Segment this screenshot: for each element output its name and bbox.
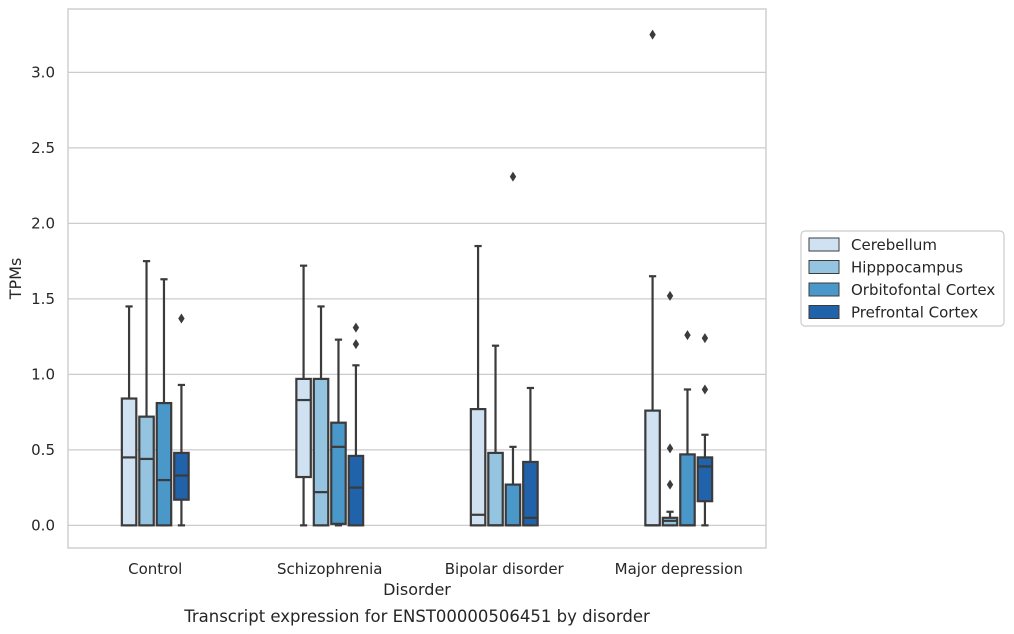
box-iqr: [295, 377, 312, 479]
outlier-point: [684, 330, 691, 341]
box-iqr: [469, 407, 487, 527]
grid-lines: [68, 71, 766, 526]
box-2-2: [504, 171, 522, 527]
box-iqr: [696, 456, 714, 503]
box-0-3: [644, 29, 661, 527]
outlier-point: [701, 333, 709, 344]
legend-label: Hipppocampus: [851, 259, 963, 277]
x-tick-labels: Control Schizophrenia Bipolar disorder Majo…: [128, 560, 743, 578]
y-tick-label: 1.0: [31, 365, 55, 383]
y-tick-label: 2.0: [31, 214, 55, 232]
box-plots: [120, 29, 714, 527]
box-1-0: [138, 260, 155, 527]
legend-label: Orbitofontal Cortex: [851, 281, 995, 299]
x-axis-label: Disorder: [383, 580, 451, 599]
box-2-0: [155, 278, 173, 527]
box-0-0: [120, 305, 138, 527]
box-1-2: [487, 344, 504, 527]
box-1-3: [661, 290, 679, 527]
legend-label: Prefrontal Cortex: [851, 304, 978, 322]
outlier-point: [666, 443, 674, 454]
box-iqr: [644, 409, 661, 527]
x-tick-label: Schizophrenia: [277, 560, 382, 578]
box-iqr: [487, 451, 504, 527]
outlier-point: [352, 339, 360, 350]
legend-swatch: [808, 305, 840, 319]
outlier-point: [666, 290, 674, 301]
x-tick-label: Major depression: [615, 560, 743, 578]
outlier-point: [178, 313, 185, 324]
box-0-2: [469, 244, 487, 527]
box-3-1: [347, 322, 365, 527]
legend-swatch: [808, 237, 840, 252]
outlier-point: [509, 171, 517, 182]
chart-caption: Transcript expression for ENST0000050645…: [183, 607, 650, 626]
outlier-point: [649, 29, 656, 40]
box-3-0: [173, 313, 190, 527]
y-tick-label: 0.5: [31, 441, 55, 459]
box-3-3: [696, 333, 714, 527]
legend-swatch: [808, 282, 840, 297]
box-iqr: [522, 460, 539, 527]
box-iqr: [138, 415, 155, 527]
x-tick-label: Control: [128, 560, 182, 578]
box-iqr: [504, 483, 522, 527]
y-tick-label: 3.0: [31, 63, 55, 81]
outlier-point: [352, 322, 360, 333]
box-2-3: [679, 330, 696, 527]
box-iqr: [330, 421, 347, 525]
y-tick-label: 0.0: [31, 516, 55, 534]
y-tick-label: 2.5: [31, 139, 55, 157]
y-tick-labels: 0.0 0.5 1.0 1.5 2.0 2.5 3.0: [31, 63, 55, 534]
legend-label: Cerebellum: [851, 236, 937, 254]
box-iqr: [120, 397, 138, 527]
plot-area-frame: [67, 8, 767, 549]
legend-frame: [800, 230, 1005, 327]
box-0-1: [295, 264, 312, 527]
y-axis-label: TPMs: [6, 258, 25, 301]
box-1-1: [312, 305, 330, 527]
box-iqr: [312, 377, 330, 527]
legend: Cerebellum Hipppocampus Orbitofontal Corte…: [800, 230, 1005, 327]
box-iqr: [347, 454, 365, 527]
y-tick-label: 1.5: [31, 290, 55, 308]
x-tick-label: Bipolar disorder: [445, 560, 565, 578]
box-2-1: [330, 338, 347, 527]
outlier-point: [701, 384, 709, 395]
box-3-2: [522, 386, 539, 527]
box-iqr: [679, 453, 696, 527]
box-iqr: [155, 401, 173, 527]
outlier-point: [666, 479, 674, 490]
legend-swatch: [808, 260, 840, 274]
